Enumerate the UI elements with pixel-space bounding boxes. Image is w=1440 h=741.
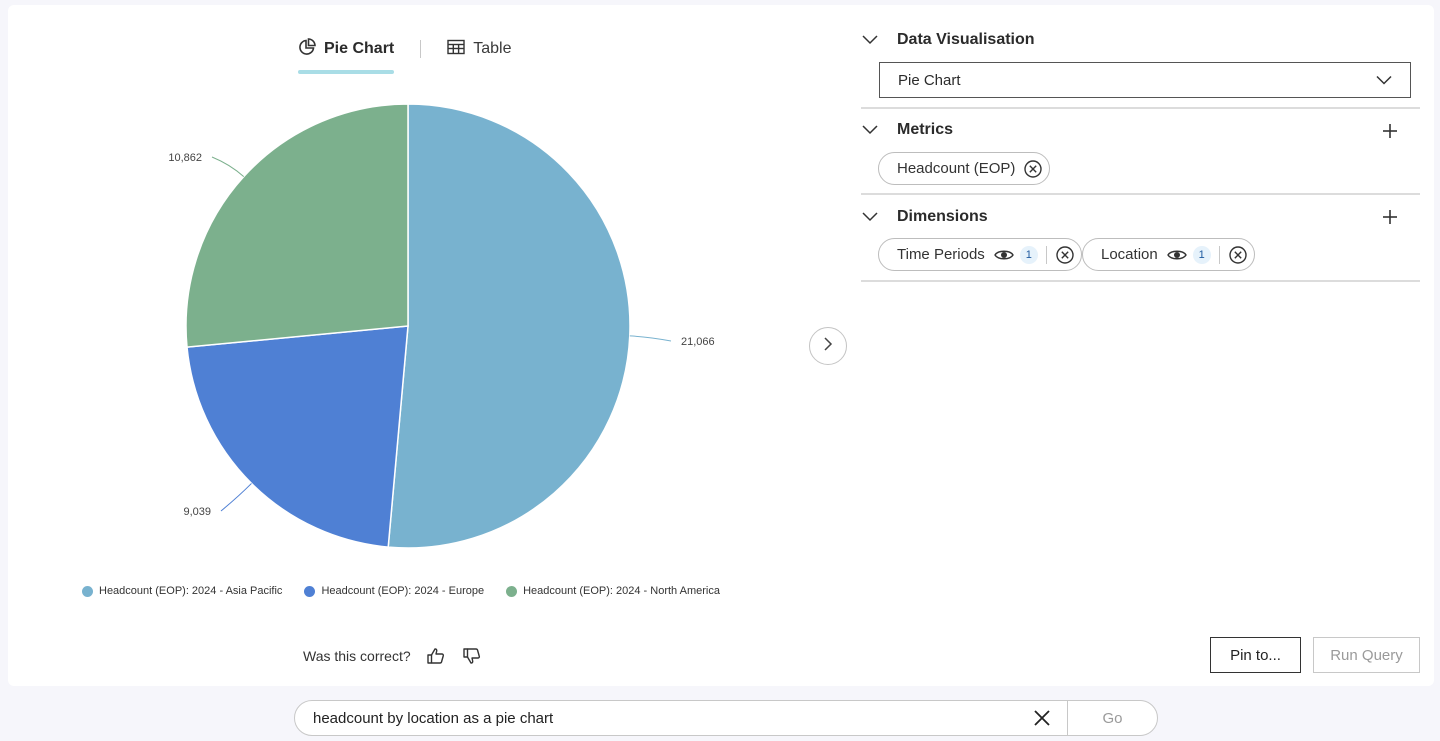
pie-chart-icon: [298, 37, 316, 61]
legend-item[interactable]: Headcount (EOP): 2024 - Europe: [304, 585, 484, 597]
dimension-chip-time-periods[interactable]: Time Periods 1: [878, 238, 1082, 271]
dimension-chip-label: Time Periods: [897, 246, 985, 263]
eye-icon[interactable]: [993, 247, 1014, 263]
feedback-row: Was this correct?: [303, 645, 483, 667]
legend-item[interactable]: Headcount (EOP): 2024 - Asia Pacific: [82, 585, 282, 597]
leader-line: [220, 483, 252, 512]
query-bar: Go: [294, 700, 1158, 736]
chevron-down-icon: [861, 121, 879, 139]
metric-chip[interactable]: Headcount (EOP): [878, 152, 1051, 185]
leader-line: [211, 156, 245, 178]
tab-pie-chart[interactable]: Pie Chart: [298, 36, 395, 74]
dimension-chip-label: Location: [1101, 246, 1158, 263]
leader-line: [629, 335, 672, 342]
chevron-down-icon: [1376, 72, 1392, 89]
visibility-count-badge: 1: [1019, 245, 1038, 264]
dimension-chip-location[interactable]: Location 1: [1082, 238, 1255, 271]
legend-label: Headcount (EOP): 2024 - Europe: [321, 585, 485, 597]
expand-panel-button[interactable]: [809, 327, 847, 365]
data-visualisation-title: Data Visualisation: [897, 31, 1035, 48]
section-divider: [861, 107, 1420, 109]
tab-table[interactable]: Table: [447, 36, 512, 62]
metrics-header[interactable]: Metrics: [861, 121, 953, 139]
data-visualisation-header[interactable]: Data Visualisation: [861, 31, 1035, 49]
pin-to-button[interactable]: Pin to...: [1210, 637, 1301, 673]
add-metric-icon[interactable]: [1381, 122, 1399, 140]
active-tab-indicator: [298, 70, 395, 74]
visualisation-select[interactable]: Pie Chart: [879, 62, 1411, 98]
legend-swatch: [506, 585, 518, 597]
legend-swatch: [304, 585, 316, 597]
clear-icon[interactable]: [1017, 701, 1067, 735]
eye-icon[interactable]: [1166, 247, 1187, 263]
visibility-count-badge: 1: [1192, 245, 1211, 264]
query-input[interactable]: [295, 701, 1017, 735]
dimensions-header[interactable]: Dimensions: [861, 208, 988, 226]
section-divider: [861, 280, 1420, 282]
feedback-question: Was this correct?: [303, 648, 411, 664]
tab-pie-chart-label: Pie Chart: [324, 40, 395, 57]
go-button[interactable]: Go: [1067, 701, 1157, 735]
chart-legend: Headcount (EOP): 2024 - Asia Pacific Head…: [82, 585, 720, 597]
metric-chip-label: Headcount (EOP): [897, 160, 1016, 177]
chevron-down-icon: [861, 208, 879, 226]
section-divider: [861, 193, 1420, 195]
view-tabs: Pie Chart Table: [298, 36, 512, 74]
pie-slice[interactable]: [387, 103, 631, 549]
metrics-title: Metrics: [897, 121, 954, 138]
legend-label: Headcount (EOP): 2024 - Asia Pacific: [99, 585, 283, 597]
thumbs-up-icon[interactable]: [425, 645, 447, 667]
chevron-right-icon: [822, 336, 834, 357]
chevron-down-icon: [861, 31, 879, 49]
legend-label: Headcount (EOP): 2024 - North America: [523, 585, 720, 597]
run-query-button[interactable]: Run Query: [1313, 637, 1420, 673]
slice-value-label: 21,066: [681, 336, 715, 348]
thumbs-down-icon[interactable]: [461, 645, 483, 667]
slice-value-label: 10,862: [168, 152, 202, 164]
chip-divider: [1045, 245, 1047, 264]
tab-table-label: Table: [473, 40, 512, 57]
legend-swatch: [82, 585, 93, 597]
chip-divider: [1218, 245, 1220, 264]
visualisation-selected: Pie Chart: [898, 71, 961, 89]
pie-slice[interactable]: [185, 103, 409, 348]
add-dimension-icon[interactable]: [1381, 208, 1399, 226]
tab-divider: [420, 40, 422, 58]
pie-chart: 21,066 9,039 10,862: [168, 103, 715, 549]
remove-circle-icon[interactable]: [1023, 159, 1043, 179]
slice-value-label: 9,039: [183, 506, 211, 518]
legend-item[interactable]: Headcount (EOP): 2024 - North America: [506, 585, 720, 597]
table-icon: [447, 39, 465, 60]
remove-circle-icon[interactable]: [1228, 245, 1248, 265]
dimensions-title: Dimensions: [897, 208, 988, 225]
remove-circle-icon[interactable]: [1055, 245, 1075, 265]
pie-slice[interactable]: [186, 325, 409, 548]
